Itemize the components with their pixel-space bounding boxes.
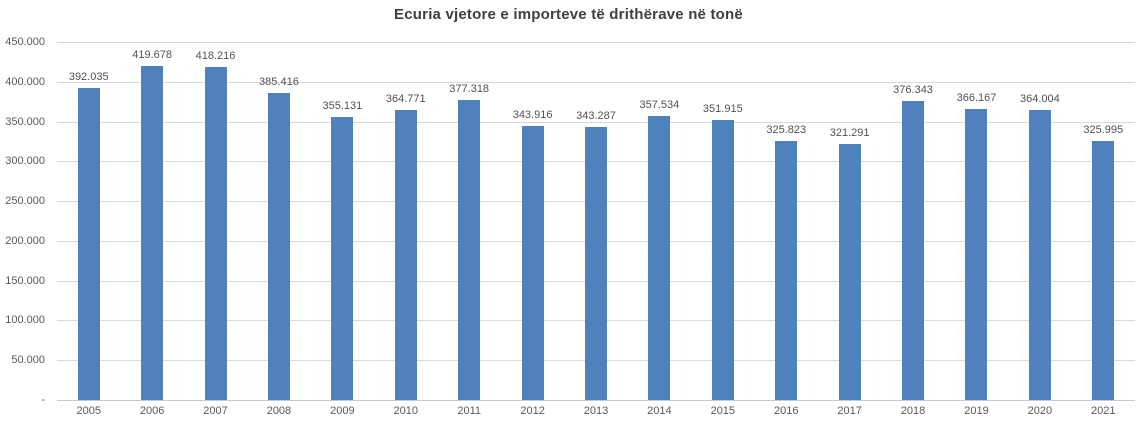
y-axis-tick-label: 200.000 <box>5 234 45 247</box>
x-axis-label: 2019 <box>964 405 989 417</box>
bar[interactable] <box>711 120 734 400</box>
bar[interactable] <box>902 100 925 400</box>
y-axis-tick-label: - <box>41 394 45 406</box>
x-axis-label: 2013 <box>583 405 609 417</box>
bar[interactable] <box>585 126 607 400</box>
bar-value-label: 376.343 <box>893 83 933 96</box>
y-axis-tick-label: 450.000 <box>5 36 45 48</box>
bar[interactable] <box>394 109 417 400</box>
bar-value-label: 392.035 <box>68 71 109 84</box>
x-axis-label: 2016 <box>773 405 799 417</box>
bar[interactable] <box>77 88 100 400</box>
bar-value-label: 419.678 <box>132 49 172 62</box>
bar-value-label: 351.915 <box>702 103 743 116</box>
bar[interactable] <box>775 140 798 400</box>
y-axis-tick-label: 300.000 <box>5 155 45 168</box>
bar-value-label: 321.291 <box>829 127 870 140</box>
plot-area: 392.035 419.678 418.216 385.416 355.131 364.7… <box>57 42 1135 401</box>
x-axis-label: 2005 <box>76 405 101 417</box>
y-axis-tick-label: 50.000 <box>11 354 45 367</box>
x-axis-label: 2007 <box>203 405 228 417</box>
x-axis-label: 2010 <box>393 405 418 417</box>
x-axis-label: 2021 <box>1091 405 1116 417</box>
y-axis-tick-label: 250.000 <box>5 195 45 208</box>
x-axis-label: 2009 <box>330 405 355 417</box>
bar[interactable] <box>204 67 227 400</box>
y-axis-tick-label: 400.000 <box>5 75 45 88</box>
bar-value-label: 343.287 <box>576 109 616 122</box>
bar-value-label: 325.995 <box>1083 123 1124 136</box>
bar[interactable] <box>1092 140 1115 400</box>
bar[interactable] <box>458 99 481 400</box>
x-axis-label: 2020 <box>1027 405 1053 417</box>
bar-value-label: 325.823 <box>766 123 807 136</box>
chart-title: Ecuria vjetore e importeve të drithërave… <box>394 6 743 23</box>
x-axis-label: 2008 <box>266 405 292 417</box>
bar-value-label: 377.318 <box>449 82 490 95</box>
bar[interactable] <box>838 144 861 400</box>
x-axis-label: 2006 <box>139 405 165 417</box>
bar[interactable] <box>267 93 290 400</box>
bar-value-label: 357.534 <box>639 98 680 111</box>
bar[interactable] <box>521 126 544 400</box>
bar[interactable] <box>648 115 671 400</box>
x-axis-label: 2012 <box>520 405 545 417</box>
bar-value-label: 364.004 <box>1019 93 1060 106</box>
bar[interactable] <box>331 117 354 400</box>
x-axis-label: 2015 <box>710 405 736 417</box>
bar[interactable] <box>141 66 164 400</box>
x-axis-label: 2014 <box>647 405 672 417</box>
gridline <box>57 121 1135 123</box>
y-axis-tick-label: 350.000 <box>5 115 45 128</box>
bar[interactable] <box>1028 110 1051 400</box>
bar-value-label: 385.416 <box>259 76 299 89</box>
x-axis-label: 2017 <box>837 405 862 417</box>
x-axis-label: 2011 <box>457 405 481 417</box>
bar[interactable] <box>965 108 988 400</box>
x-axis-label: 2018 <box>900 405 926 417</box>
bar-value-label: 366.167 <box>956 91 997 104</box>
y-axis-tick-label: 150.000 <box>5 274 45 287</box>
y-axis-tick-label: 100.000 <box>5 314 45 327</box>
gridline <box>57 42 1135 43</box>
gridline <box>57 81 1135 83</box>
bar-value-label: 364.771 <box>385 92 426 105</box>
bar-value-label: 355.131 <box>322 100 363 113</box>
bar-value-label: 418.216 <box>195 50 236 63</box>
bar-value-label: 343.916 <box>512 109 553 122</box>
